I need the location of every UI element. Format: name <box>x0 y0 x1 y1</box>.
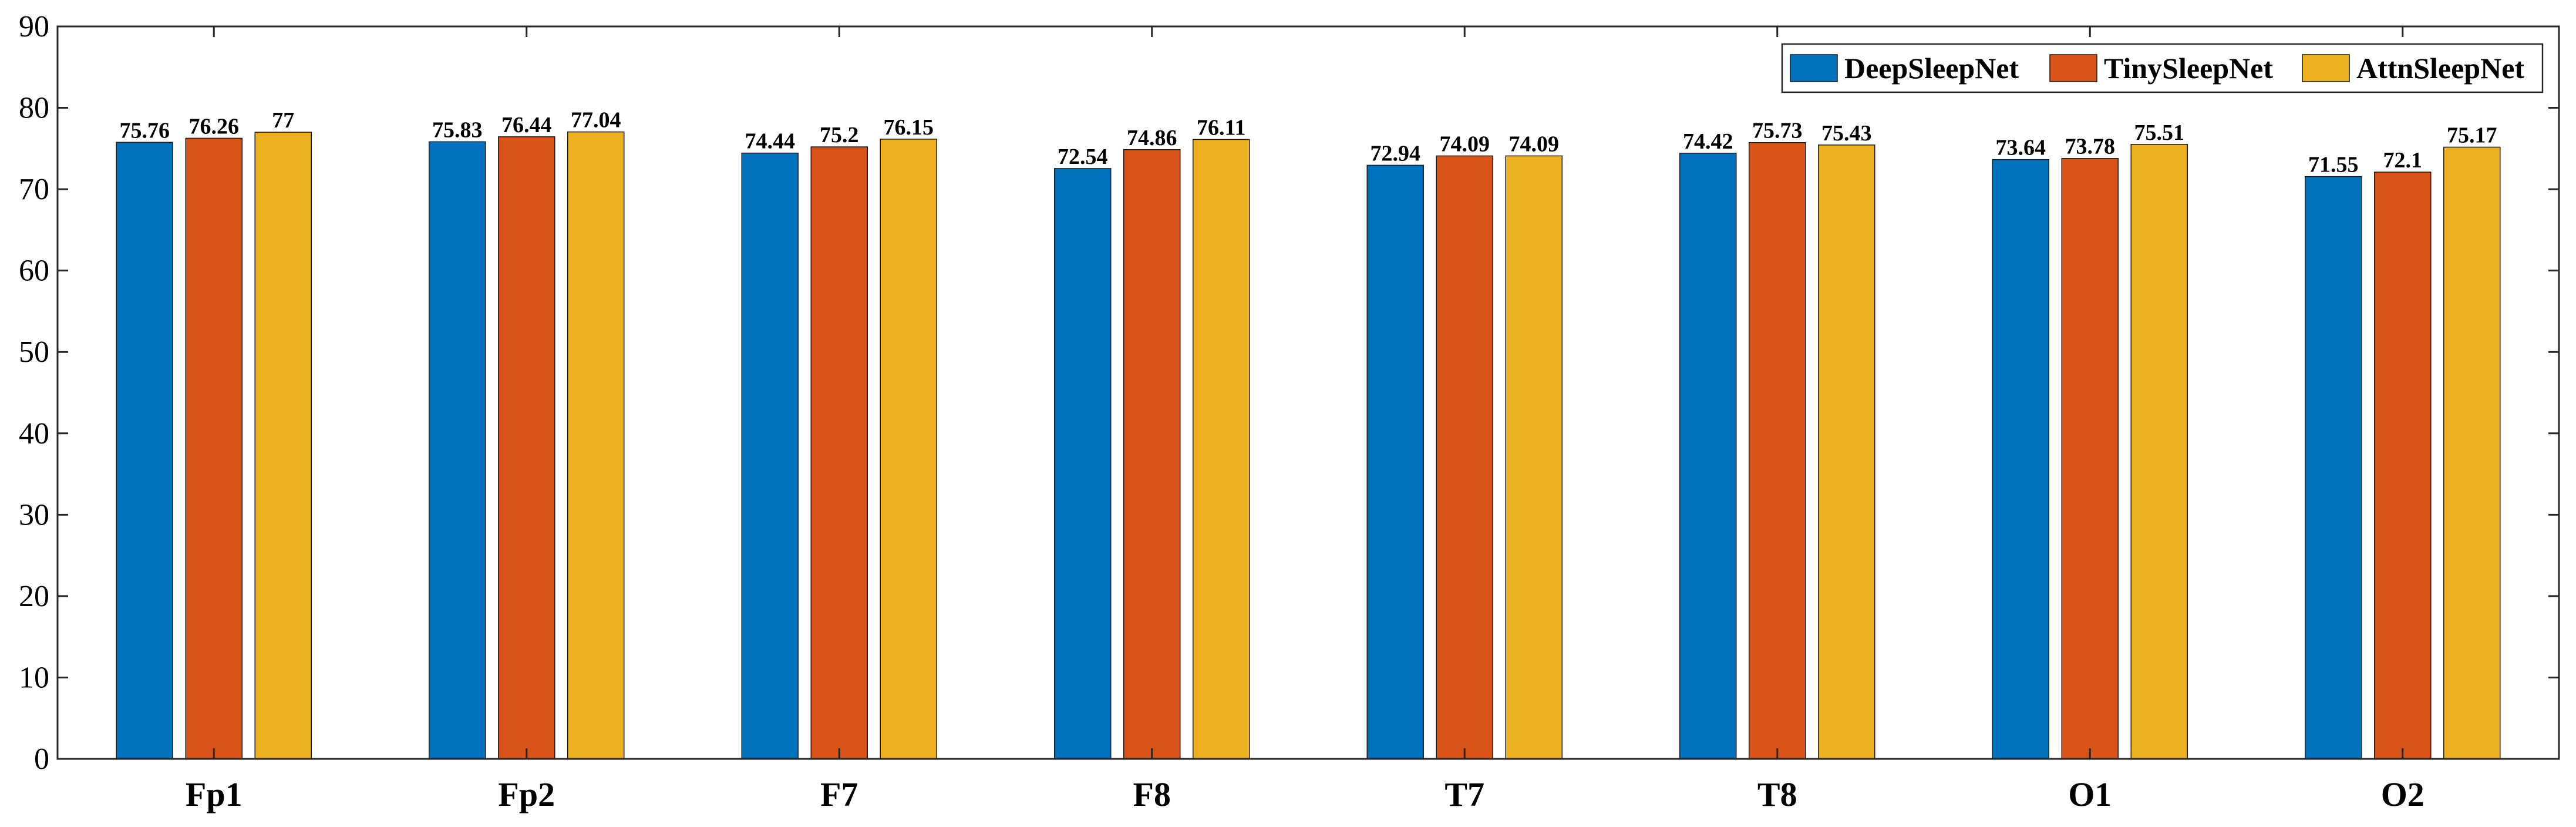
x-tick-label: F7 <box>820 775 858 813</box>
bar-attnsleepnet-t8 <box>1818 144 1875 759</box>
legend-swatch-tinysleepnet <box>2049 54 2097 82</box>
bar-deepsleepnet-f7 <box>741 152 799 759</box>
data-label: 76.11 <box>1197 115 1245 140</box>
bar-attnsleepnet-o1 <box>2130 144 2188 759</box>
bars-layer <box>116 131 2501 759</box>
bar-attnsleepnet-f8 <box>1193 139 1250 759</box>
data-label: 76.26 <box>189 114 240 139</box>
data-label: 75.76 <box>120 118 170 143</box>
legend-swatch-attnsleepnet <box>2302 54 2350 82</box>
bar-tinysleepnet-f8 <box>1123 149 1181 759</box>
bar-deepsleepnet-t7 <box>1366 164 1424 759</box>
bar-attnsleepnet-t7 <box>1505 155 1563 759</box>
bar-tinysleepnet-fp2 <box>498 136 555 759</box>
y-tick-label: 40 <box>19 417 49 451</box>
axes-layer: 0 10 20 30 40 50 60 70 80 90 Fp1 Fp2 F7 F8 T7 T8 O1 O2 <box>19 10 2560 813</box>
data-label: 74.42 <box>1683 129 1733 154</box>
y-tick-label: 30 <box>19 498 49 532</box>
data-labels-layer: 75.76 76.26 77 75.83 76.44 77.04 74.44 75.2 76.1… <box>120 108 2497 177</box>
x-tick-label: O2 <box>2381 775 2425 813</box>
y-tick-label: 50 <box>19 335 49 369</box>
legend: DeepSleepNet TinySleepNet AttnSleepNet <box>1781 43 2544 93</box>
legend-swatch-deepsleepnet <box>1790 54 1838 82</box>
data-label: 74.09 <box>1440 132 1490 156</box>
legend-box <box>1781 43 2544 93</box>
data-label: 72.1 <box>2383 148 2423 173</box>
data-label: 71.55 <box>2308 153 2359 177</box>
bar-deepsleepnet-fp1 <box>116 142 173 759</box>
bar-deepsleepnet-fp2 <box>429 141 486 759</box>
bar-tinysleepnet-f7 <box>810 146 868 759</box>
y-tick-label: 0 <box>34 742 49 776</box>
bar-tinysleepnet-o2 <box>2374 172 2432 759</box>
y-tick-label: 10 <box>19 661 49 694</box>
bar-attnsleepnet-o2 <box>2443 146 2501 759</box>
data-label: 77.04 <box>571 108 621 133</box>
bar-tinysleepnet-fp1 <box>185 137 243 759</box>
y-tick-label: 60 <box>19 254 49 288</box>
data-label: 74.86 <box>1127 126 1177 150</box>
data-label: 74.44 <box>745 129 796 154</box>
x-tick-label: O1 <box>2068 775 2112 813</box>
bar-deepsleepnet-t8 <box>1679 153 1737 759</box>
x-tick-label: T7 <box>1444 775 1484 813</box>
data-label: 73.78 <box>2065 135 2116 159</box>
bar-attnsleepnet-f7 <box>880 139 937 759</box>
data-label: 73.64 <box>1996 136 2046 160</box>
y-tick-label: 90 <box>19 10 49 43</box>
legend-label: TinySleepNet <box>2104 52 2273 85</box>
legend-label: DeepSleepNet <box>1844 52 2019 85</box>
bar-attnsleepnet-fp1 <box>254 132 312 759</box>
y-tick-label: 80 <box>19 92 49 125</box>
x-tick-label: F8 <box>1133 775 1171 813</box>
data-label: 75.2 <box>820 123 859 147</box>
legend-label: AttnSleepNet <box>2356 52 2524 85</box>
data-label: 74.09 <box>1509 132 1560 156</box>
data-label: 72.54 <box>1058 144 1108 169</box>
bar-deepsleepnet-o2 <box>2305 176 2362 759</box>
x-tick-label: T8 <box>1757 775 1797 813</box>
plot-frame <box>56 25 2560 760</box>
bar-deepsleepnet-o1 <box>1992 159 2049 759</box>
data-label: 77 <box>272 108 294 133</box>
bar-tinysleepnet-t8 <box>1749 142 1806 759</box>
data-label: 75.43 <box>1821 121 1872 146</box>
bar-tinysleepnet-t7 <box>1436 155 1493 759</box>
x-tick-label: Fp1 <box>186 775 243 813</box>
y-tick-label: 20 <box>19 580 49 613</box>
data-label: 72.94 <box>1371 141 1421 166</box>
x-tick-label: Fp2 <box>498 775 555 813</box>
data-label: 75.73 <box>1752 119 1803 143</box>
y-tick-label: 70 <box>19 173 49 206</box>
data-label: 75.51 <box>2134 120 2185 145</box>
bar-tinysleepnet-o1 <box>2061 157 2119 759</box>
bar-attnsleepnet-fp2 <box>567 131 625 759</box>
data-label: 76.44 <box>501 113 552 137</box>
bar-deepsleepnet-f8 <box>1054 168 1112 759</box>
data-label: 76.15 <box>884 115 934 140</box>
data-label: 75.17 <box>2447 123 2497 147</box>
data-label: 75.83 <box>432 117 483 142</box>
